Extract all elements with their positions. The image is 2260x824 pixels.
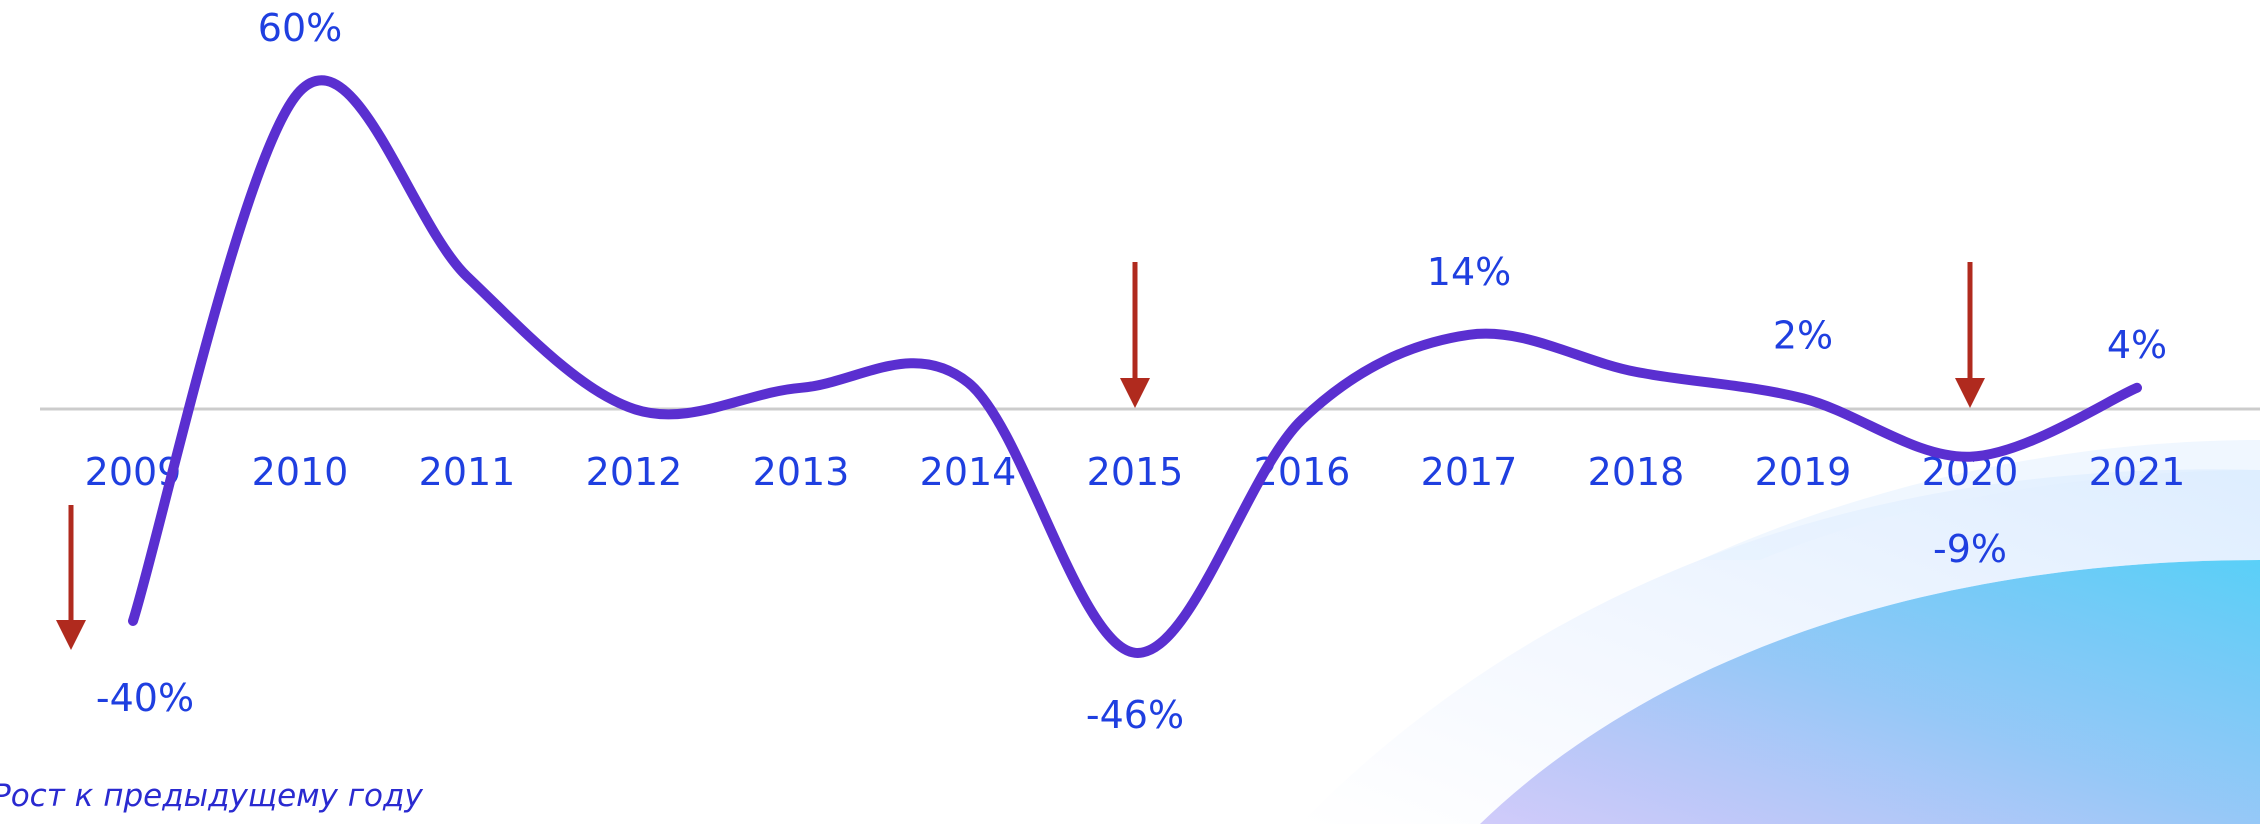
- x-tick-label-2017: 2017: [1421, 450, 1518, 494]
- data-label-2019: 2%: [1773, 313, 1833, 357]
- x-tick-label-2021: 2021: [2089, 450, 2186, 494]
- data-label-2020: -9%: [1933, 527, 2007, 571]
- data-label-2017: 14%: [1427, 250, 1511, 294]
- data-label-2015: -46%: [1086, 693, 1184, 737]
- down-arrows: [56, 262, 1985, 650]
- x-tick-label-2019: 2019: [1755, 450, 1852, 494]
- x-tick-label-2018: 2018: [1588, 450, 1685, 494]
- x-tick-label-2010: 2010: [252, 450, 349, 494]
- x-tick-label-2013: 2013: [753, 450, 850, 494]
- down-arrow-2009: [56, 505, 86, 650]
- data-label-2021: 4%: [2107, 323, 2167, 367]
- x-tick-label-2011: 2011: [419, 450, 516, 494]
- down-arrow-2020: [1955, 262, 1985, 408]
- chart-footnote: Рост к предыдущему году: [0, 778, 423, 814]
- x-tick-label-2015: 2015: [1087, 450, 1184, 494]
- down-arrow-2015: [1120, 262, 1150, 408]
- x-tick-label-2012: 2012: [586, 450, 683, 494]
- data-label-2009: -40%: [96, 676, 194, 720]
- data-label-2010: 60%: [258, 6, 342, 50]
- data-labels: -40% 60% -46% 14% 2% -9% 4%: [96, 6, 2167, 737]
- series-line: [128, 75, 2142, 658]
- x-axis-tick-labels: 2009 2010 2011 2012 2013 2014 2015 2016 2017 2018…: [85, 450, 2186, 494]
- x-tick-label-2014: 2014: [920, 450, 1017, 494]
